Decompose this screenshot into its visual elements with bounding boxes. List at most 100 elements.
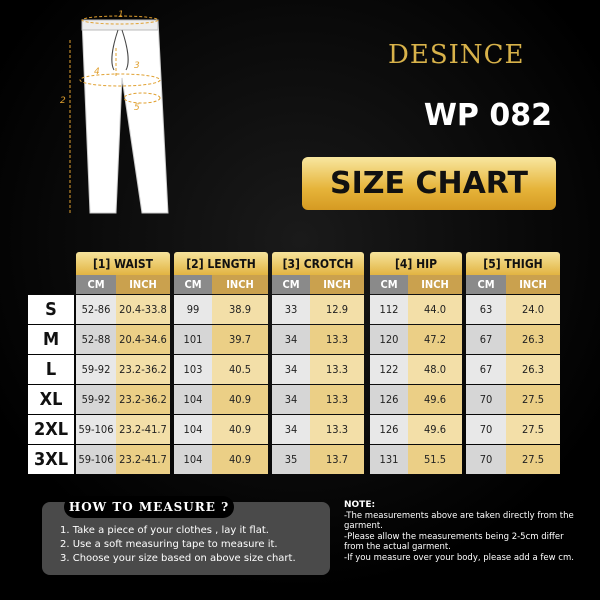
group-header: [1] WAIST xyxy=(76,252,170,275)
size-label: S xyxy=(28,295,74,324)
waistband xyxy=(81,19,159,31)
cm-value: 59-92 xyxy=(76,355,116,384)
size-chart-title: SIZE CHART xyxy=(302,157,556,210)
inch-value: 24.0 xyxy=(506,295,560,324)
cm-value: 104 xyxy=(174,445,212,474)
inch-value: 51.5 xyxy=(408,445,462,474)
inch-value: 23.2-41.7 xyxy=(116,415,170,444)
inch-value: 40.9 xyxy=(212,385,268,414)
cm-value: 34 xyxy=(272,325,310,354)
step: 3. Choose your size based on above size … xyxy=(60,553,296,564)
cm-value: 70 xyxy=(466,415,506,444)
diagram-label: 2 xyxy=(60,96,66,106)
diagram-label: 1 xyxy=(118,10,124,20)
cm-value: 63 xyxy=(466,295,506,324)
inch-value: 47.2 xyxy=(408,325,462,354)
cm-value: 67 xyxy=(466,325,506,354)
size-label: 3XL xyxy=(28,445,74,474)
unit-header: INCH xyxy=(506,275,560,294)
inch-value: 49.6 xyxy=(408,385,462,414)
cm-value: 59-92 xyxy=(76,385,116,414)
inch-value: 27.5 xyxy=(506,445,560,474)
cm-value: 34 xyxy=(272,355,310,384)
step: 1. Take a piece of your clothes , lay it… xyxy=(60,525,269,536)
inch-value: 13.3 xyxy=(310,385,364,414)
inch-value: 12.9 xyxy=(310,295,364,324)
inch-value: 39.7 xyxy=(212,325,268,354)
inch-value: 40.5 xyxy=(212,355,268,384)
cm-value: 104 xyxy=(174,415,212,444)
note: NOTE: -The measurements above are taken … xyxy=(344,500,584,563)
steps: 1. Take a piece of your clothes , lay it… xyxy=(60,524,296,566)
cm-value: 67 xyxy=(466,355,506,384)
note-title: NOTE: xyxy=(344,500,376,510)
group-header: [2] LENGTH xyxy=(174,252,268,275)
unit-header: CM xyxy=(370,275,408,294)
cm-value: 59-106 xyxy=(76,445,116,474)
waist-line xyxy=(81,15,159,25)
inch-value: 20.4-34.6 xyxy=(116,325,170,354)
cm-value: 33 xyxy=(272,295,310,324)
unit-header: CM xyxy=(466,275,506,294)
unit-header: CM xyxy=(76,275,116,294)
inch-value: 23.2-36.2 xyxy=(116,385,170,414)
how-to-measure: HOW TO MEASURE ? 1. Take a piece of your… xyxy=(42,496,330,575)
cm-value: 59-106 xyxy=(76,415,116,444)
unit-header: INCH xyxy=(116,275,170,294)
drawstring xyxy=(111,29,129,71)
hip-line xyxy=(79,73,161,87)
unit-header: INCH xyxy=(212,275,268,294)
inch-value: 44.0 xyxy=(408,295,462,324)
unit-header: CM xyxy=(174,275,212,294)
cm-value: 103 xyxy=(174,355,212,384)
model-number: WP 082 xyxy=(423,98,552,133)
inch-value: 26.3 xyxy=(506,325,560,354)
cm-value: 120 xyxy=(370,325,408,354)
note-line: -The measurements above are taken direct… xyxy=(344,510,574,532)
inch-value: 48.0 xyxy=(408,355,462,384)
brand-logo: DESINCE xyxy=(388,40,525,70)
cm-value: 34 xyxy=(272,415,310,444)
pants-diagram: 1 2 3 4 5 xyxy=(60,10,169,214)
cm-value: 112 xyxy=(370,295,408,324)
inch-value: 40.9 xyxy=(212,445,268,474)
cm-value: 104 xyxy=(174,385,212,414)
cm-value: 52-88 xyxy=(76,325,116,354)
inch-value: 38.9 xyxy=(212,295,268,324)
inch-value: 49.6 xyxy=(408,415,462,444)
inch-value: 20.4-33.8 xyxy=(116,295,170,324)
pants-shape xyxy=(81,19,169,214)
cm-value: 70 xyxy=(466,385,506,414)
inch-value: 26.3 xyxy=(506,355,560,384)
size-label: L xyxy=(28,355,74,384)
cm-value: 126 xyxy=(370,415,408,444)
note-line: -Please allow the measurements being 2-5… xyxy=(344,531,564,553)
inch-value: 23.2-36.2 xyxy=(116,355,170,384)
thigh-line xyxy=(123,92,161,104)
size-label: M xyxy=(28,325,74,354)
how-to-title: HOW TO MEASURE ? xyxy=(64,496,234,518)
cm-value: 122 xyxy=(370,355,408,384)
group-header: [3] CROTCH xyxy=(272,252,364,275)
step: 2. Use a soft measuring tape to measure … xyxy=(60,539,278,550)
cm-value: 52-86 xyxy=(76,295,116,324)
inch-value: 13.7 xyxy=(310,445,364,474)
inch-value: 27.5 xyxy=(506,385,560,414)
unit-header: CM xyxy=(272,275,310,294)
inch-value: 13.3 xyxy=(310,355,364,384)
inch-value: 23.2-41.7 xyxy=(116,445,170,474)
cm-value: 101 xyxy=(174,325,212,354)
diagram-label: 5 xyxy=(134,103,140,113)
size-label: 2XL xyxy=(28,415,74,444)
inch-value: 27.5 xyxy=(506,415,560,444)
cm-value: 70 xyxy=(466,445,506,474)
cm-value: 99 xyxy=(174,295,212,324)
cm-value: 35 xyxy=(272,445,310,474)
group-header: [4] HIP xyxy=(370,252,462,275)
diagram-label: 3 xyxy=(134,61,140,71)
inch-value: 40.9 xyxy=(212,415,268,444)
size-label: XL xyxy=(28,385,74,414)
note-line: -If you measure over your body, please a… xyxy=(344,552,574,563)
note-lines: -The measurements above are taken direct… xyxy=(344,511,584,564)
